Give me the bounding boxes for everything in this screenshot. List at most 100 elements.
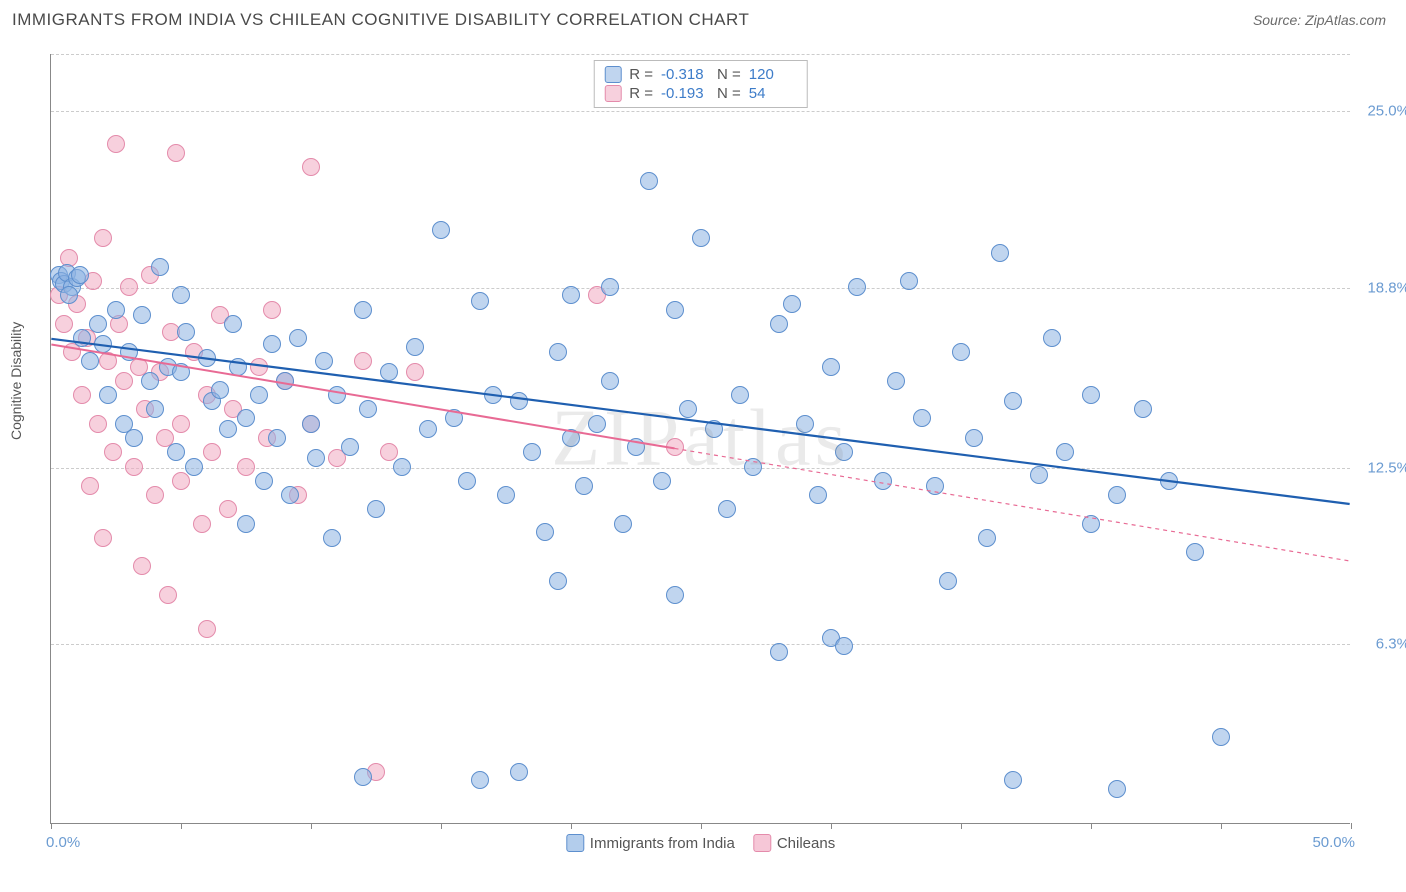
scatter-point-india [627, 438, 645, 456]
scatter-point-india [536, 523, 554, 541]
scatter-point-chile [73, 386, 91, 404]
scatter-point-india [796, 415, 814, 433]
chart-source: Source: ZipAtlas.com [1253, 12, 1386, 28]
scatter-point-chile [263, 301, 281, 319]
trendlines-layer [51, 54, 1350, 823]
scatter-point-india [307, 449, 325, 467]
scatter-point-chile [146, 486, 164, 504]
scatter-point-india [458, 472, 476, 490]
scatter-point-india [562, 286, 580, 304]
scatter-point-india [705, 420, 723, 438]
scatter-point-india [237, 409, 255, 427]
x-tick [311, 823, 312, 829]
scatter-point-chile [89, 415, 107, 433]
scatter-point-india [1043, 329, 1061, 347]
stat-r-label: R = [629, 85, 653, 102]
scatter-point-india [835, 443, 853, 461]
scatter-point-india [1160, 472, 1178, 490]
stat-r-value: -0.318 [661, 66, 709, 83]
corr-legend-row-india: R =-0.318 N = 120 [604, 65, 797, 84]
scatter-point-india [315, 352, 333, 370]
scatter-point-india [263, 335, 281, 353]
scatter-point-india [107, 301, 125, 319]
scatter-point-india [406, 338, 424, 356]
scatter-point-chile [250, 358, 268, 376]
scatter-point-india [89, 315, 107, 333]
scatter-point-chile [125, 458, 143, 476]
scatter-point-chile [104, 443, 122, 461]
x-tick [181, 823, 182, 829]
scatter-point-chile [219, 500, 237, 518]
chart-title: IMMIGRANTS FROM INDIA VS CHILEAN COGNITI… [12, 10, 749, 30]
scatter-point-india [510, 392, 528, 410]
scatter-point-india [549, 572, 567, 590]
scatter-point-india [81, 352, 99, 370]
scatter-point-india [146, 400, 164, 418]
y-tick-label: 18.8% [1355, 279, 1406, 296]
series-legend: Immigrants from IndiaChileans [566, 834, 835, 852]
scatter-point-india [900, 272, 918, 290]
scatter-point-india [177, 323, 195, 341]
scatter-point-india [289, 329, 307, 347]
scatter-point-chile [406, 363, 424, 381]
scatter-point-india [1004, 771, 1022, 789]
scatter-point-india [1056, 443, 1074, 461]
scatter-point-india [250, 386, 268, 404]
scatter-point-india [323, 529, 341, 547]
correlation-legend: R =-0.318 N = 120R =-0.193 N = 54 [593, 60, 808, 108]
scatter-point-india [913, 409, 931, 427]
scatter-point-india [588, 415, 606, 433]
scatter-point-india [419, 420, 437, 438]
chart-header: IMMIGRANTS FROM INDIA VS CHILEAN COGNITI… [0, 0, 1406, 36]
scatter-point-chile [55, 315, 73, 333]
scatter-point-india [120, 343, 138, 361]
scatter-point-india [219, 420, 237, 438]
scatter-point-india [666, 586, 684, 604]
scatter-point-india [167, 443, 185, 461]
scatter-point-india [692, 229, 710, 247]
scatter-point-india [268, 429, 286, 447]
scatter-point-india [125, 429, 143, 447]
x-tick [1091, 823, 1092, 829]
scatter-point-chile [666, 438, 684, 456]
scatter-point-india [471, 292, 489, 310]
scatter-point-india [172, 363, 190, 381]
scatter-point-india [731, 386, 749, 404]
scatter-point-india [1082, 515, 1100, 533]
scatter-point-india [198, 349, 216, 367]
scatter-point-india [185, 458, 203, 476]
scatter-point-chile [380, 443, 398, 461]
x-axis-min-label: 0.0% [46, 834, 80, 851]
y-tick-label: 12.5% [1355, 459, 1406, 476]
y-axis-label: Cognitive Disability [8, 322, 24, 440]
scatter-point-india [783, 295, 801, 313]
legend-item: Chileans [753, 834, 835, 852]
scatter-point-india [770, 315, 788, 333]
stat-r-value: -0.193 [661, 85, 709, 102]
scatter-point-chile [107, 135, 125, 153]
scatter-point-india [73, 329, 91, 347]
scatter-point-india [229, 358, 247, 376]
scatter-point-india [354, 768, 372, 786]
scatter-point-india [255, 472, 273, 490]
scatter-point-india [71, 266, 89, 284]
scatter-point-india [151, 258, 169, 276]
scatter-point-india [614, 515, 632, 533]
scatter-point-india [549, 343, 567, 361]
scatter-point-india [471, 771, 489, 789]
stat-n-label: N = [717, 66, 741, 83]
scatter-point-india [1108, 486, 1126, 504]
scatter-point-chile [203, 443, 221, 461]
x-tick [51, 823, 52, 829]
scatter-point-india [341, 438, 359, 456]
scatter-point-chile [193, 515, 211, 533]
corr-legend-row-chile: R =-0.193 N = 54 [604, 84, 797, 103]
watermark: ZIPatlas [551, 393, 850, 484]
chart-plot-area: ZIPatlas R =-0.318 N = 120R =-0.193 N = … [50, 54, 1350, 824]
scatter-point-india [367, 500, 385, 518]
scatter-point-india [60, 286, 78, 304]
scatter-point-india [133, 306, 151, 324]
scatter-point-india [952, 343, 970, 361]
scatter-point-india [328, 386, 346, 404]
scatter-point-india [354, 301, 372, 319]
